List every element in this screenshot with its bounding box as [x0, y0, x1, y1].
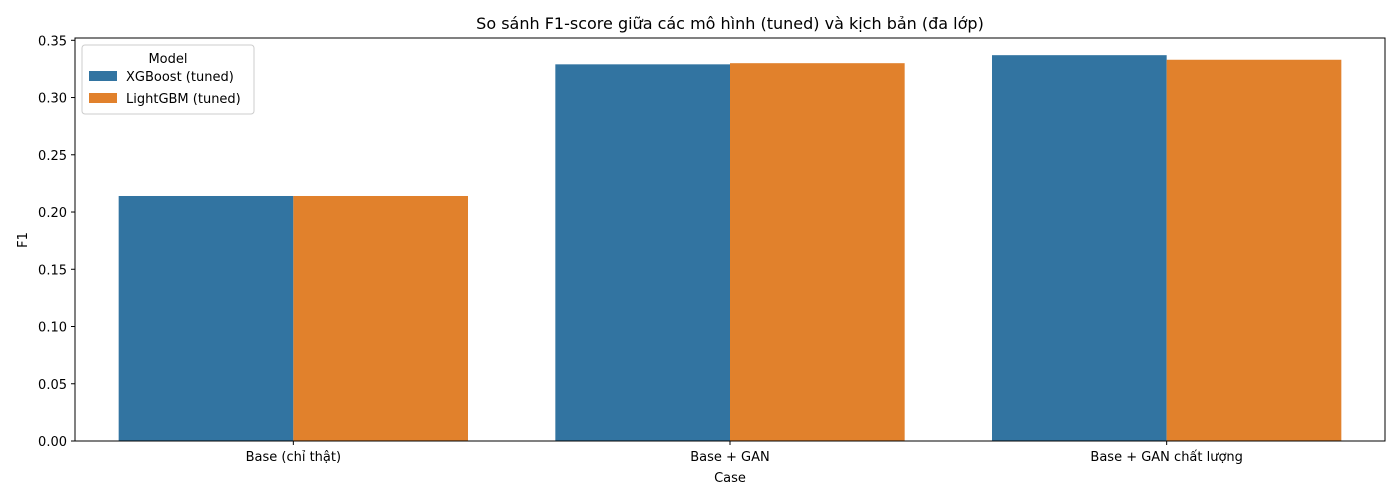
bar-xgboost — [555, 64, 730, 441]
bar-lightgbm — [730, 63, 905, 441]
y-tick-label: 0.05 — [38, 378, 67, 393]
y-axis-label: F1 — [16, 232, 31, 248]
legend-swatch — [89, 71, 117, 81]
y-tick-label: 0.30 — [38, 92, 67, 107]
legend-box — [81, 44, 255, 115]
bars-group — [118, 55, 1342, 442]
x-axis: Base (chỉ thật) Base + GAN Base + GAN chất… — [246, 441, 1243, 465]
y-tick-label: 0.00 — [38, 435, 67, 450]
y-tick-label: 0.10 — [38, 321, 67, 336]
bar-lightgbm — [1166, 59, 1342, 442]
bar-xgboost — [118, 195, 294, 441]
y-tick-label: 0.35 — [38, 34, 67, 49]
x-axis-label: Case — [714, 471, 746, 486]
plot-frame — [74, 37, 1386, 442]
x-tick-label: Base + GAN chất lượng — [1090, 450, 1243, 465]
legend-swatch — [89, 93, 117, 103]
y-tick-label: 0.15 — [38, 263, 67, 278]
bar-xgboost — [992, 55, 1167, 442]
legend: Model XGBoost (tuned) LightGBM (tuned) — [81, 44, 255, 115]
legend-label: XGBoost (tuned) — [126, 70, 234, 85]
legend-title: Model — [148, 52, 187, 67]
legend-items: XGBoost (tuned) LightGBM (tuned) — [89, 70, 241, 107]
x-tick-label: Base + GAN — [690, 450, 770, 465]
legend-label: LightGBM (tuned) — [126, 92, 241, 107]
y-tick-label: 0.25 — [38, 149, 67, 164]
y-tick-label: 0.20 — [38, 206, 67, 221]
bar-lightgbm — [293, 195, 468, 441]
chart-title: So sánh F1-score giữa các mô hình (tuned… — [476, 14, 984, 33]
y-axis: 0.00 0.05 0.10 0.15 0.20 0.25 0.30 0.35 — [38, 34, 75, 450]
x-tick-label: Base (chỉ thật) — [246, 450, 341, 465]
